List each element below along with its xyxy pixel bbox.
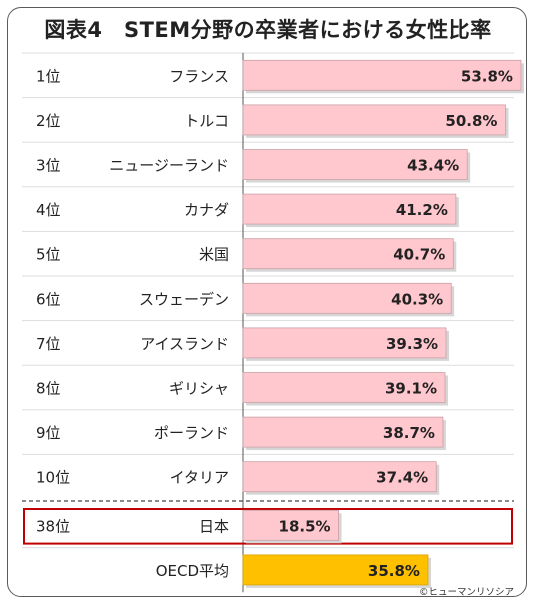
chart-title: 図表4 STEM分野の卒業者における女性比率 [44,18,492,42]
rank-label: 4位 [36,201,61,219]
data-label: 38.7% [383,424,435,442]
rank-label: 10位 [36,469,70,487]
data-label: 40.3% [391,290,443,308]
category-label: イタリア [170,469,229,487]
bar [242,149,468,180]
data-label: 50.8% [445,112,497,130]
bar [242,238,454,270]
data-label: 35.8% [368,562,420,580]
rank-label: 2位 [36,112,61,130]
rank-label: 3位 [36,157,61,175]
rank-label: 7位 [36,335,61,353]
rank-label: 9位 [36,424,61,442]
rank-label: 1位 [36,67,61,85]
bar [242,461,437,493]
category-label: ニュージーランド [109,157,229,175]
category-label: カナダ [184,201,229,219]
data-label: 18.5% [279,517,331,535]
bar [242,372,446,403]
rank-label: 8位 [36,380,61,398]
category-label: ギリシャ [169,380,229,398]
bar [242,282,452,314]
bar [242,59,522,91]
highlight-box [23,508,513,545]
data-label: 43.4% [407,157,459,175]
data-label: 39.3% [386,335,438,353]
data-label: 37.4% [376,469,428,487]
bar [242,104,506,136]
category-label: アイスランド [140,335,229,353]
bar-oecd-average [242,554,429,586]
data-label: 40.7% [393,246,445,264]
data-label: 39.1% [385,380,437,398]
rank-label: 5位 [36,246,61,264]
bar [242,509,339,541]
bar [242,416,444,448]
category-label: 日本 [199,517,229,535]
copyright-credit: ©ヒューマンリソシア [418,587,514,598]
category-label: トルコ [184,112,229,130]
data-label: 41.2% [396,201,448,219]
rank-label: 6位 [36,290,61,308]
category-label: ポーランド [154,424,229,442]
category-label: フランス [169,67,229,85]
category-label: 米国 [199,246,229,264]
category-label: スウェーデン [139,290,229,308]
category-label: OECD平均 [156,562,229,580]
bar [242,193,457,225]
rank-label: 38位 [36,517,70,535]
data-label: 53.8% [461,67,513,85]
bar [242,327,447,359]
